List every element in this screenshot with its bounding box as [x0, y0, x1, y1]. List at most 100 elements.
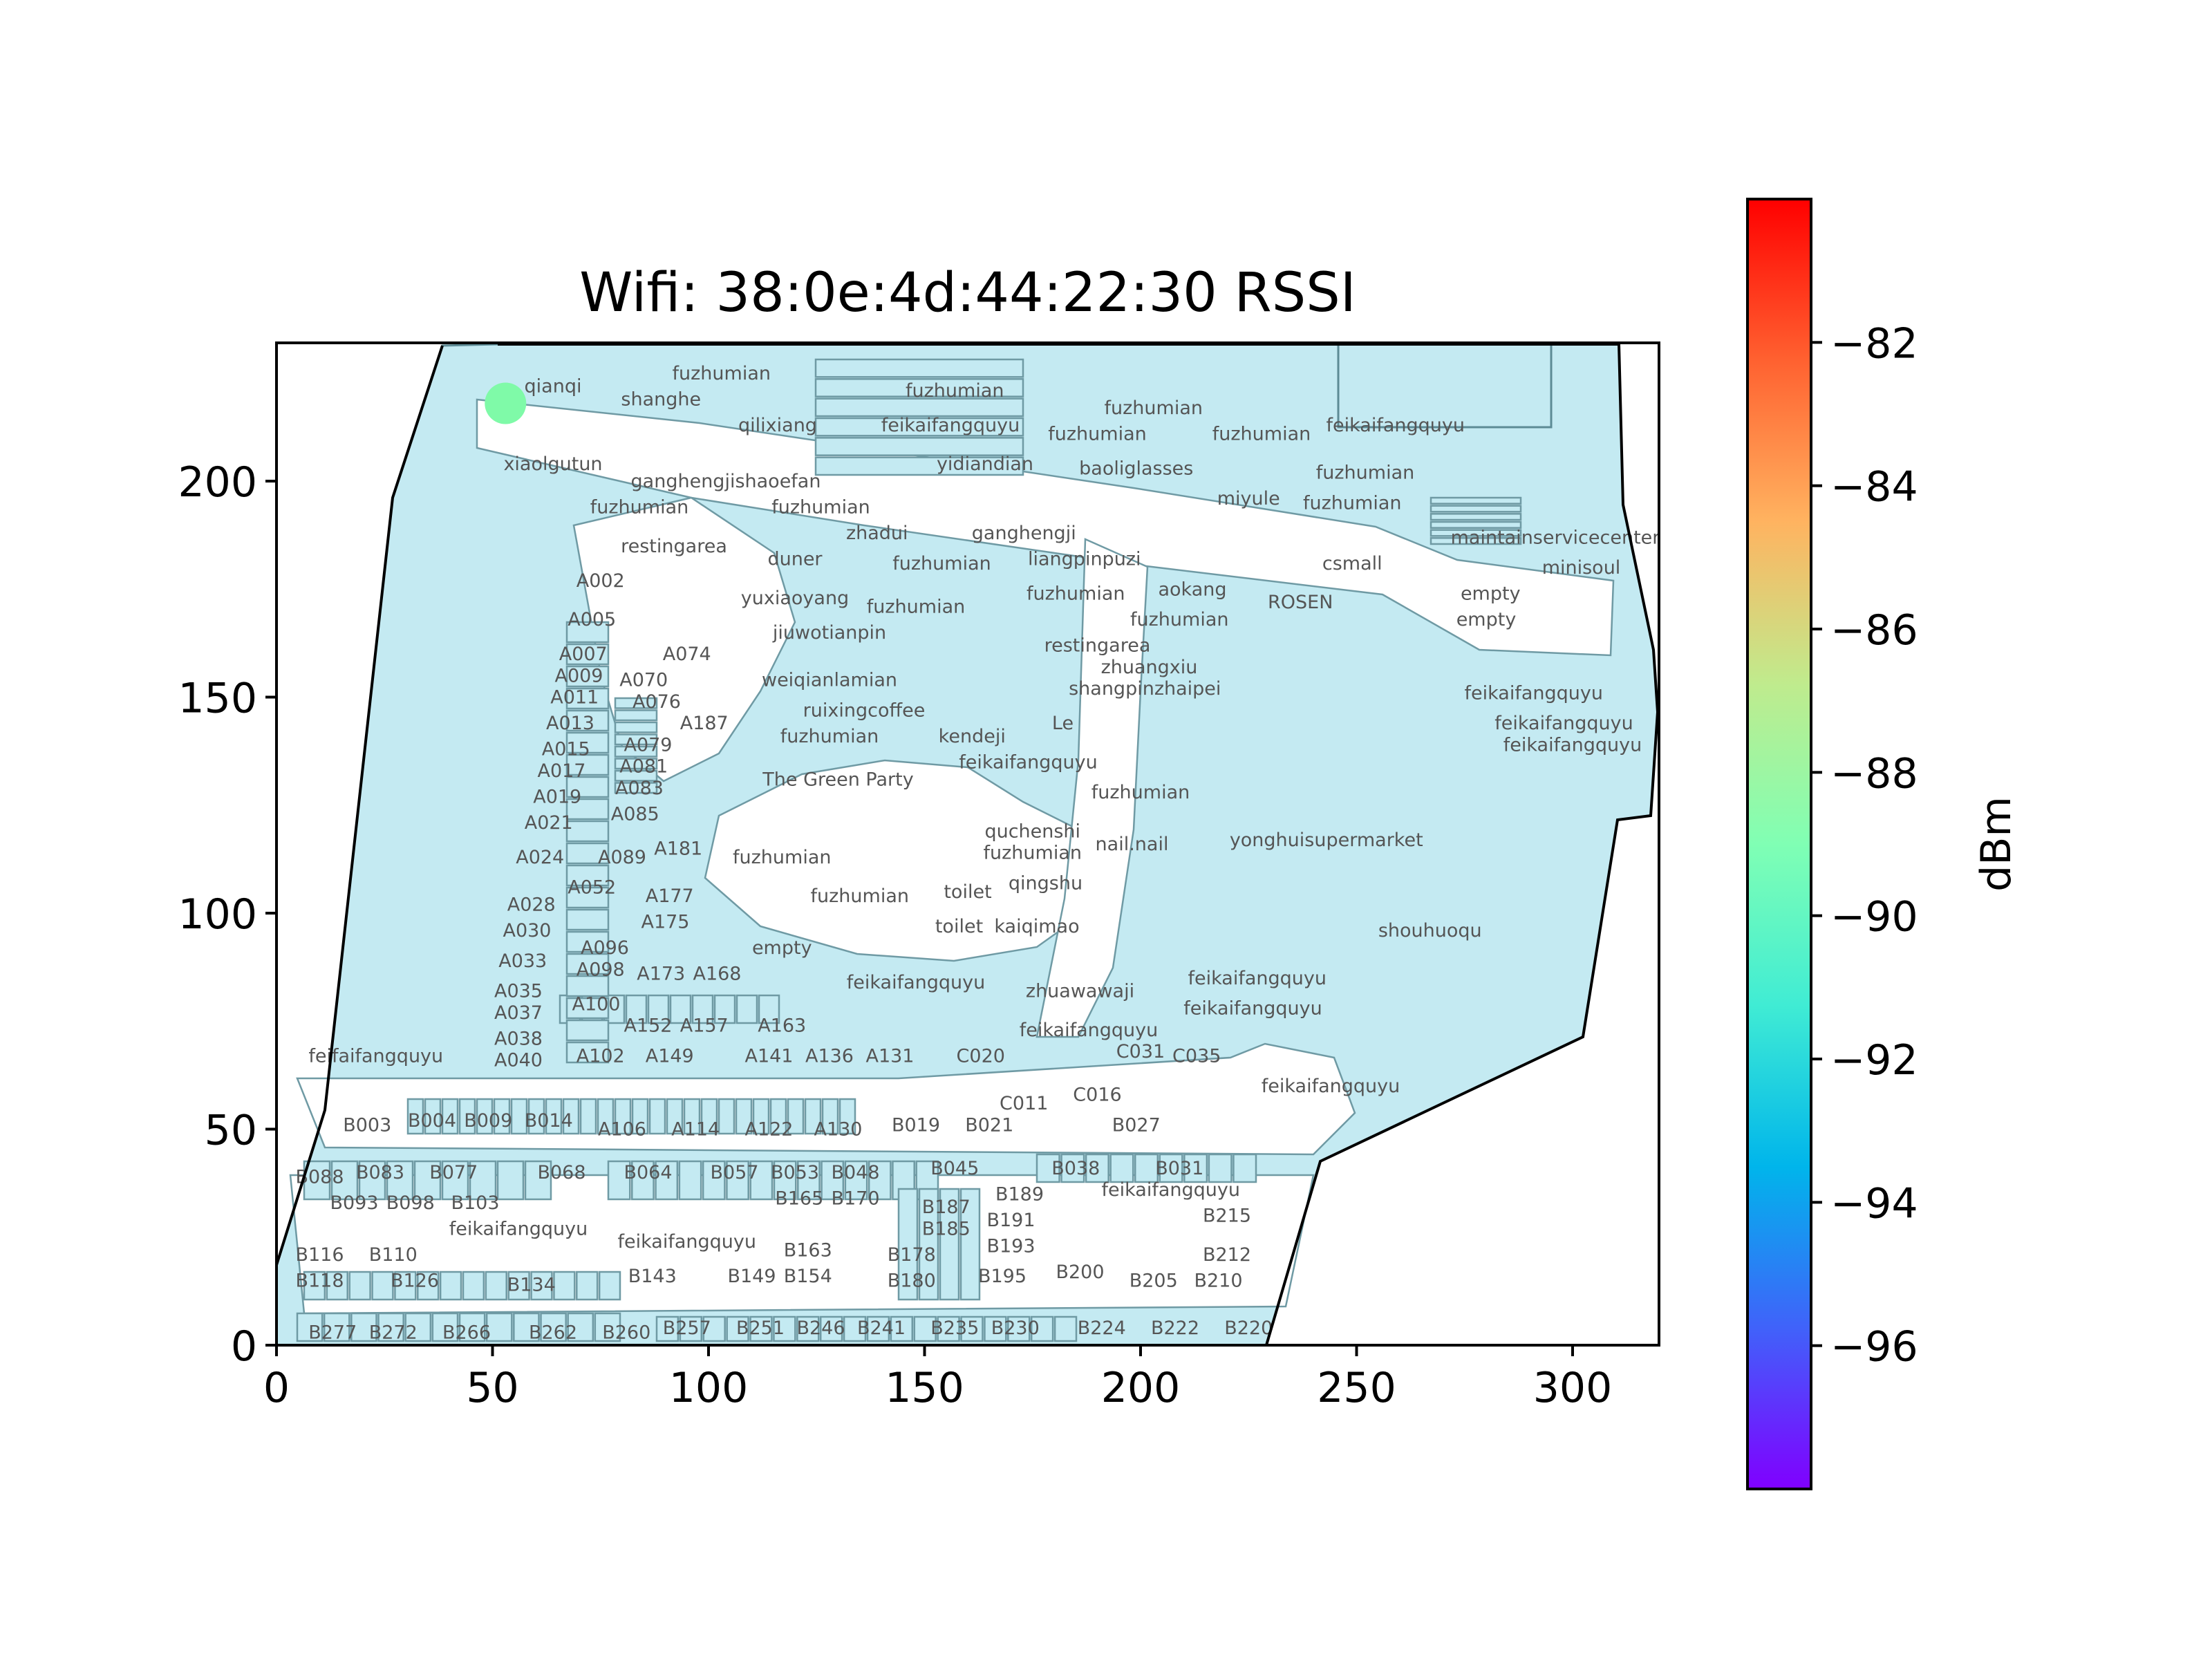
store-unit: [796, 1315, 820, 1342]
store-unit: [371, 1271, 394, 1301]
store-unit: [1430, 505, 1522, 513]
shop-label: feikaifangquyu: [1183, 998, 1322, 1020]
store-unit: [565, 997, 610, 1020]
shop-label: fuzhumian: [867, 596, 965, 617]
store-unit: [918, 1188, 939, 1301]
shop-label: A141: [744, 1045, 793, 1067]
store-unit: [1232, 1153, 1257, 1183]
shop-label: A033: [498, 950, 547, 972]
y-tick-label: 50: [205, 1107, 257, 1155]
store-unit: [838, 1098, 856, 1135]
store-unit: [565, 643, 610, 666]
store-unit: [377, 1312, 404, 1342]
shop-label: A106: [598, 1119, 646, 1141]
shop-label: C020: [957, 1045, 1005, 1067]
store-unit: [1007, 1315, 1031, 1342]
shop-label: fuzhumian: [984, 843, 1082, 864]
shop-label: A096: [581, 937, 629, 959]
north-corridor: [476, 398, 1615, 657]
shop-label: A009: [554, 665, 603, 686]
shop-label: A081: [619, 756, 668, 778]
store-unit: [937, 1315, 960, 1342]
shop-label: B260: [602, 1322, 650, 1343]
shop-label: fuzhumian: [1303, 492, 1401, 514]
shop-label: feikaifangquyu: [1020, 1020, 1158, 1041]
east-corridor: [1035, 538, 1149, 1038]
shop-label: B083: [356, 1162, 404, 1183]
store-unit: [417, 1271, 440, 1301]
store-unit: [565, 953, 610, 975]
store-unit: [565, 798, 610, 821]
shop-label: aokang: [1158, 579, 1226, 600]
store-unit: [476, 1098, 494, 1135]
shop-label: A114: [671, 1119, 720, 1141]
colorbar-tick-label: −88: [1830, 749, 1918, 798]
store-unit: [614, 721, 658, 733]
store-unit: [821, 1160, 845, 1201]
store-unit: [530, 1271, 553, 1301]
shop-label: B165: [775, 1188, 823, 1210]
store-unit: [597, 1098, 615, 1135]
store-unit: [984, 1315, 1007, 1342]
shop-label: fuzhumian: [1130, 609, 1228, 630]
shop-label: ganghengji: [972, 523, 1076, 544]
store-unit: [614, 782, 658, 794]
colorbar-gradient: [1746, 198, 1812, 1490]
shop-label: feikaifangquyu: [847, 972, 985, 993]
store-unit: [413, 1160, 442, 1201]
shop-label: A005: [568, 609, 616, 630]
shop-label: nail.nail: [1096, 834, 1169, 855]
shop-label: fuzhumian: [673, 363, 771, 384]
shop-label: restingarea: [1044, 635, 1151, 657]
store-unit: [565, 908, 610, 931]
store-unit: [1430, 537, 1522, 545]
store-unit: [1109, 1153, 1134, 1183]
store-unit: [565, 687, 610, 710]
store-unit: [565, 621, 610, 644]
y-axis: 0 50 100 150 200: [178, 458, 276, 1371]
shop-label: B077: [429, 1162, 478, 1183]
shop-label: empty: [1456, 609, 1517, 630]
shop-label: A168: [693, 964, 741, 985]
shop-label: B098: [386, 1192, 435, 1214]
x-tick-label: 200: [1101, 1364, 1181, 1412]
store-unit: [527, 1098, 545, 1135]
store-unit: [598, 1271, 621, 1301]
store-unit: [631, 1160, 655, 1201]
y-tick-label: 100: [178, 890, 257, 939]
shop-label: Le: [1052, 713, 1074, 734]
shop-label: A040: [494, 1050, 543, 1071]
shop-label: qianqi: [525, 376, 582, 397]
chart-title: Wifi: 38:0e:4d:44:22:30 RSSI: [579, 262, 1356, 324]
shop-label: B116: [295, 1244, 344, 1266]
store-unit: [406, 1098, 424, 1135]
store-unit: [691, 994, 714, 1024]
shop-label: fuzhumian: [1316, 462, 1414, 484]
y-tick-label: 150: [178, 675, 257, 723]
shop-label: A098: [577, 959, 625, 980]
shop-label: quchenshi: [984, 821, 1080, 842]
shop-label: A089: [598, 847, 646, 868]
plot-frame: [275, 341, 1660, 1347]
shop-label: miyule: [1217, 488, 1280, 509]
shop-label: B266: [442, 1322, 491, 1343]
shop-label: B205: [1130, 1270, 1178, 1291]
shop-label: yuxiaoyang: [741, 588, 849, 609]
store-unit: [565, 886, 610, 909]
store-unit: [510, 1098, 528, 1135]
x-axis: 0 50 100 150 200 250 300: [263, 1345, 1612, 1412]
shop-label: B143: [628, 1266, 677, 1287]
store-unit: [1035, 1153, 1060, 1183]
store-unit: [565, 709, 610, 732]
shop-label: A024: [516, 847, 564, 868]
store-unit: [713, 994, 736, 1024]
shop-label: weiqianlamian: [762, 670, 897, 691]
shop-label: B027: [1112, 1114, 1161, 1136]
colorbar-tick-label: −92: [1830, 1036, 1918, 1085]
shop-label: B222: [1151, 1318, 1199, 1339]
shop-label: fuzhumian: [590, 497, 688, 518]
shop-label: A019: [533, 786, 581, 807]
shop-label: B009: [464, 1110, 512, 1132]
shop-label: fuzhumian: [906, 380, 1004, 402]
store-unit: [631, 1098, 649, 1135]
